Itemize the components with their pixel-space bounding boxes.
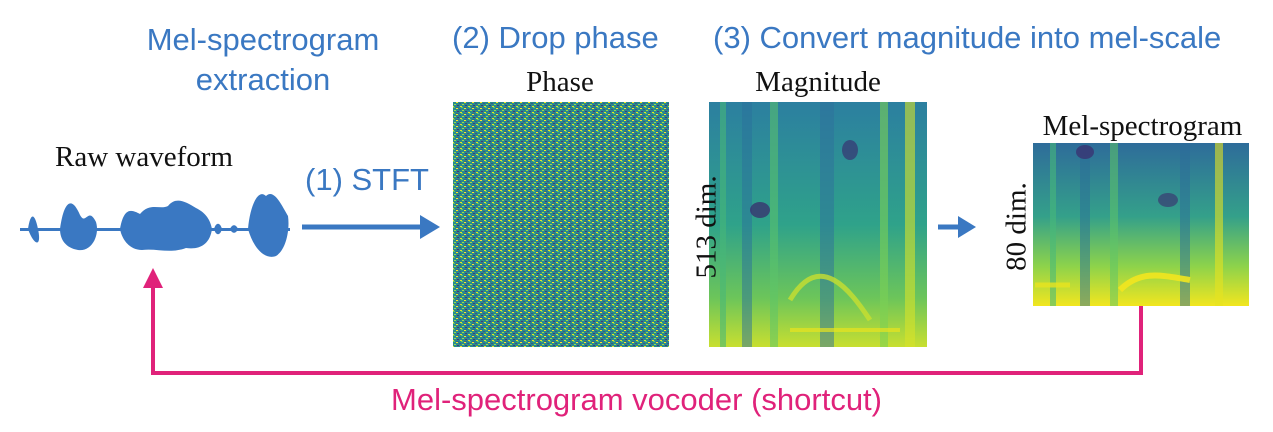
stft-arrow — [302, 215, 440, 239]
mel-spectrogram-label: Mel-spectrogram — [1042, 110, 1243, 142]
phase-spectrogram — [453, 102, 669, 347]
raw-waveform — [20, 194, 290, 257]
raw-waveform-label: Raw waveform — [55, 141, 233, 173]
title-drop-phase: (2) Drop phase — [452, 20, 659, 55]
dim-80-label: 80 dim. — [1000, 182, 1033, 271]
vocoder-label: Mel-spectrogram vocoder (shortcut) — [391, 382, 882, 417]
title-mel-extraction: Mel-spectrogram extraction — [146, 22, 380, 97]
dim-513-label: 513 dim. — [690, 175, 723, 279]
vocoder-shortcut-arrow — [151, 286, 1143, 375]
magnitude-spectrogram — [709, 102, 927, 347]
vocoder-arrowhead — [143, 268, 163, 288]
step-stft-label: (1) STFT — [305, 162, 429, 197]
title-convert-mel: (3) Convert magnitude into mel-scale — [713, 20, 1222, 55]
mel-spectrogram — [1033, 143, 1249, 306]
magnitude-label: Magnitude — [755, 66, 881, 98]
mel-arrow — [938, 216, 976, 238]
phase-label: Phase — [526, 66, 594, 98]
